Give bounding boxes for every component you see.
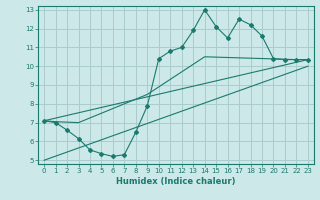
X-axis label: Humidex (Indice chaleur): Humidex (Indice chaleur) [116, 177, 236, 186]
